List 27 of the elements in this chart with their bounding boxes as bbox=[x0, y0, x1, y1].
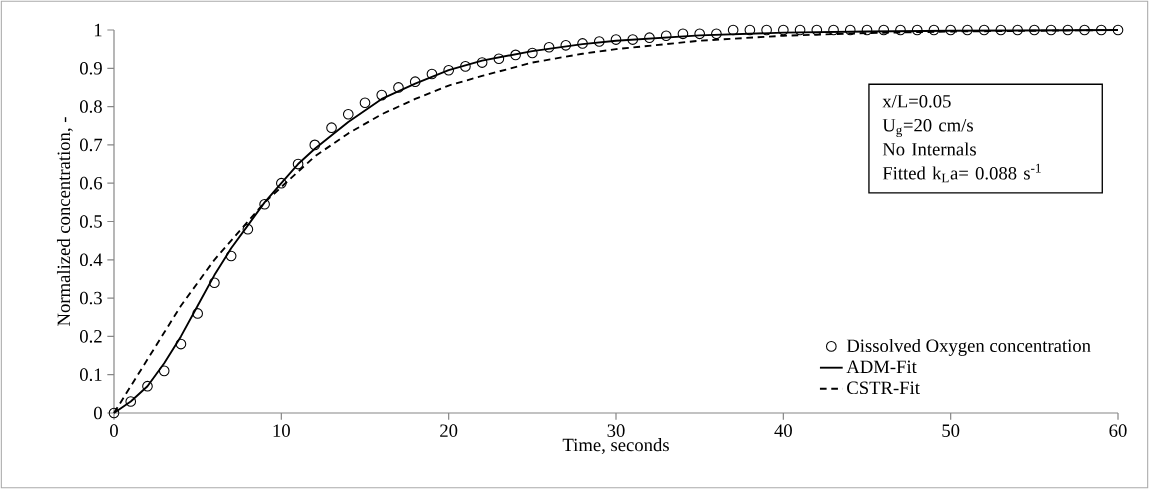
x-tick-label: 50 bbox=[942, 424, 960, 437]
x-tick-label: 30 bbox=[607, 424, 625, 437]
legend-label: CSTR-Fit bbox=[847, 381, 920, 395]
x-tick-label: 40 bbox=[774, 424, 792, 437]
legend-label: ADM-Fit bbox=[846, 360, 917, 374]
annotation: No Internals bbox=[882, 142, 976, 156]
x-tick-label: 60 bbox=[1109, 424, 1127, 437]
x-tick-label: 20 bbox=[440, 424, 458, 437]
y-tick-label: 0.4 bbox=[80, 253, 103, 267]
legend-label: Dissolved Oxygen concentration bbox=[846, 338, 1091, 356]
y-tick-label: 0 bbox=[94, 406, 102, 420]
y-tick-label: 0.8 bbox=[80, 100, 102, 113]
x-tick-label: 10 bbox=[273, 424, 290, 437]
y-tick-label: 0.2 bbox=[80, 330, 102, 343]
y-tick-label: 1 bbox=[94, 23, 102, 37]
annotation: U$_{g}$=20 cm/s bbox=[882, 118, 973, 138]
annotation: x/L=0.05 bbox=[882, 94, 951, 108]
y-tick-label: 0.9 bbox=[80, 61, 102, 75]
y-tick-label: 0.6 bbox=[80, 176, 103, 190]
x-tick-label: 0 bbox=[110, 424, 118, 437]
y-axis-title: Normalized concentration, - bbox=[56, 117, 73, 326]
x-axis-title: Time, seconds bbox=[562, 438, 669, 454]
y-tick-label: 0.1 bbox=[80, 368, 102, 382]
y-tick-label: 0.7 bbox=[80, 138, 103, 152]
y-tick-label: 0.3 bbox=[80, 291, 102, 305]
annotation: Fitted k$_{L}$a= 0.088 s$^{-1}$ bbox=[882, 163, 1041, 183]
y-tick-label: 0.5 bbox=[80, 215, 102, 228]
